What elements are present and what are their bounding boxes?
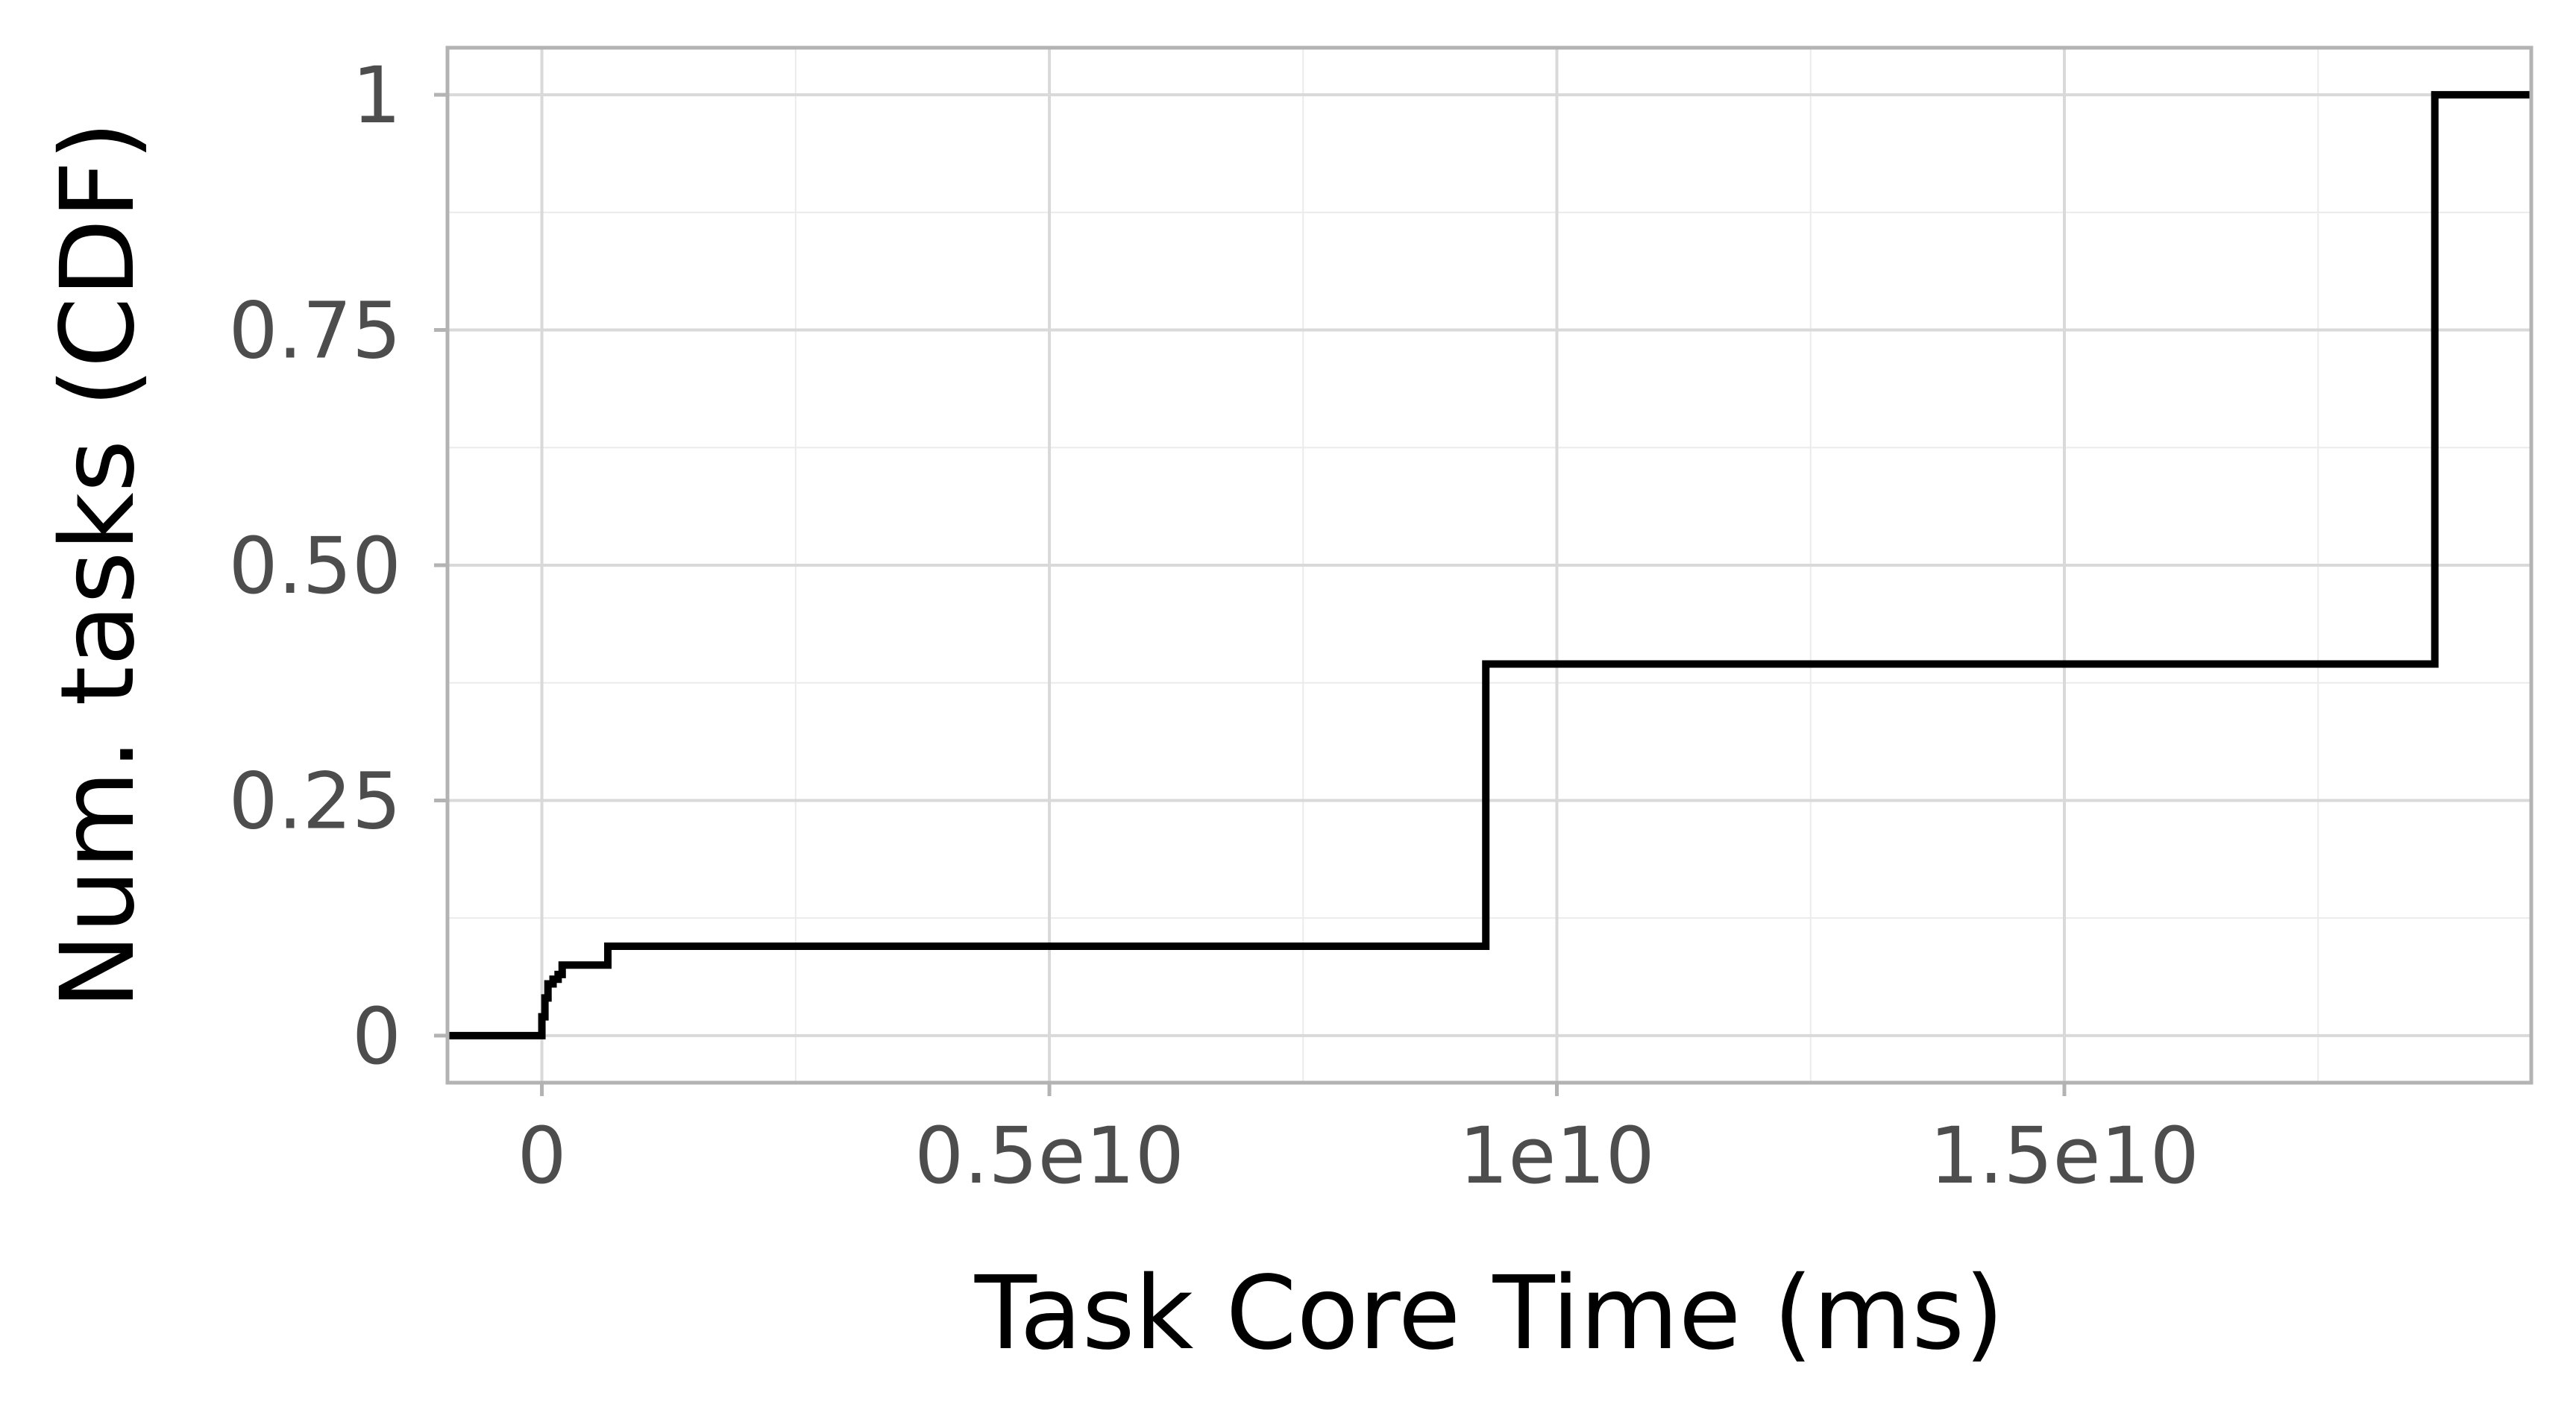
x-tick-label: 0.5e10 <box>914 1110 1184 1201</box>
y-axis-ticks: 0 0.25 0.50 0.75 1 <box>228 50 447 1082</box>
y-tick-label: 0 <box>352 991 401 1082</box>
y-tick-label: 0.25 <box>228 755 401 846</box>
x-tick-label: 1.5e10 <box>1929 1110 2199 1201</box>
y-axis-title: Num. tasks (CDF) <box>40 121 157 1009</box>
y-tick-label: 0.50 <box>228 520 401 611</box>
x-tick-label: 1e10 <box>1459 1110 1655 1201</box>
x-tick-label: 0 <box>517 1110 566 1201</box>
x-axis-title: Task Core Time (ms) <box>974 1255 2004 1373</box>
y-tick-label: 0.75 <box>228 286 401 377</box>
y-tick-label: 1 <box>352 50 401 141</box>
x-axis-ticks: 0 0.5e10 1e10 1.5e10 <box>517 1083 2199 1201</box>
